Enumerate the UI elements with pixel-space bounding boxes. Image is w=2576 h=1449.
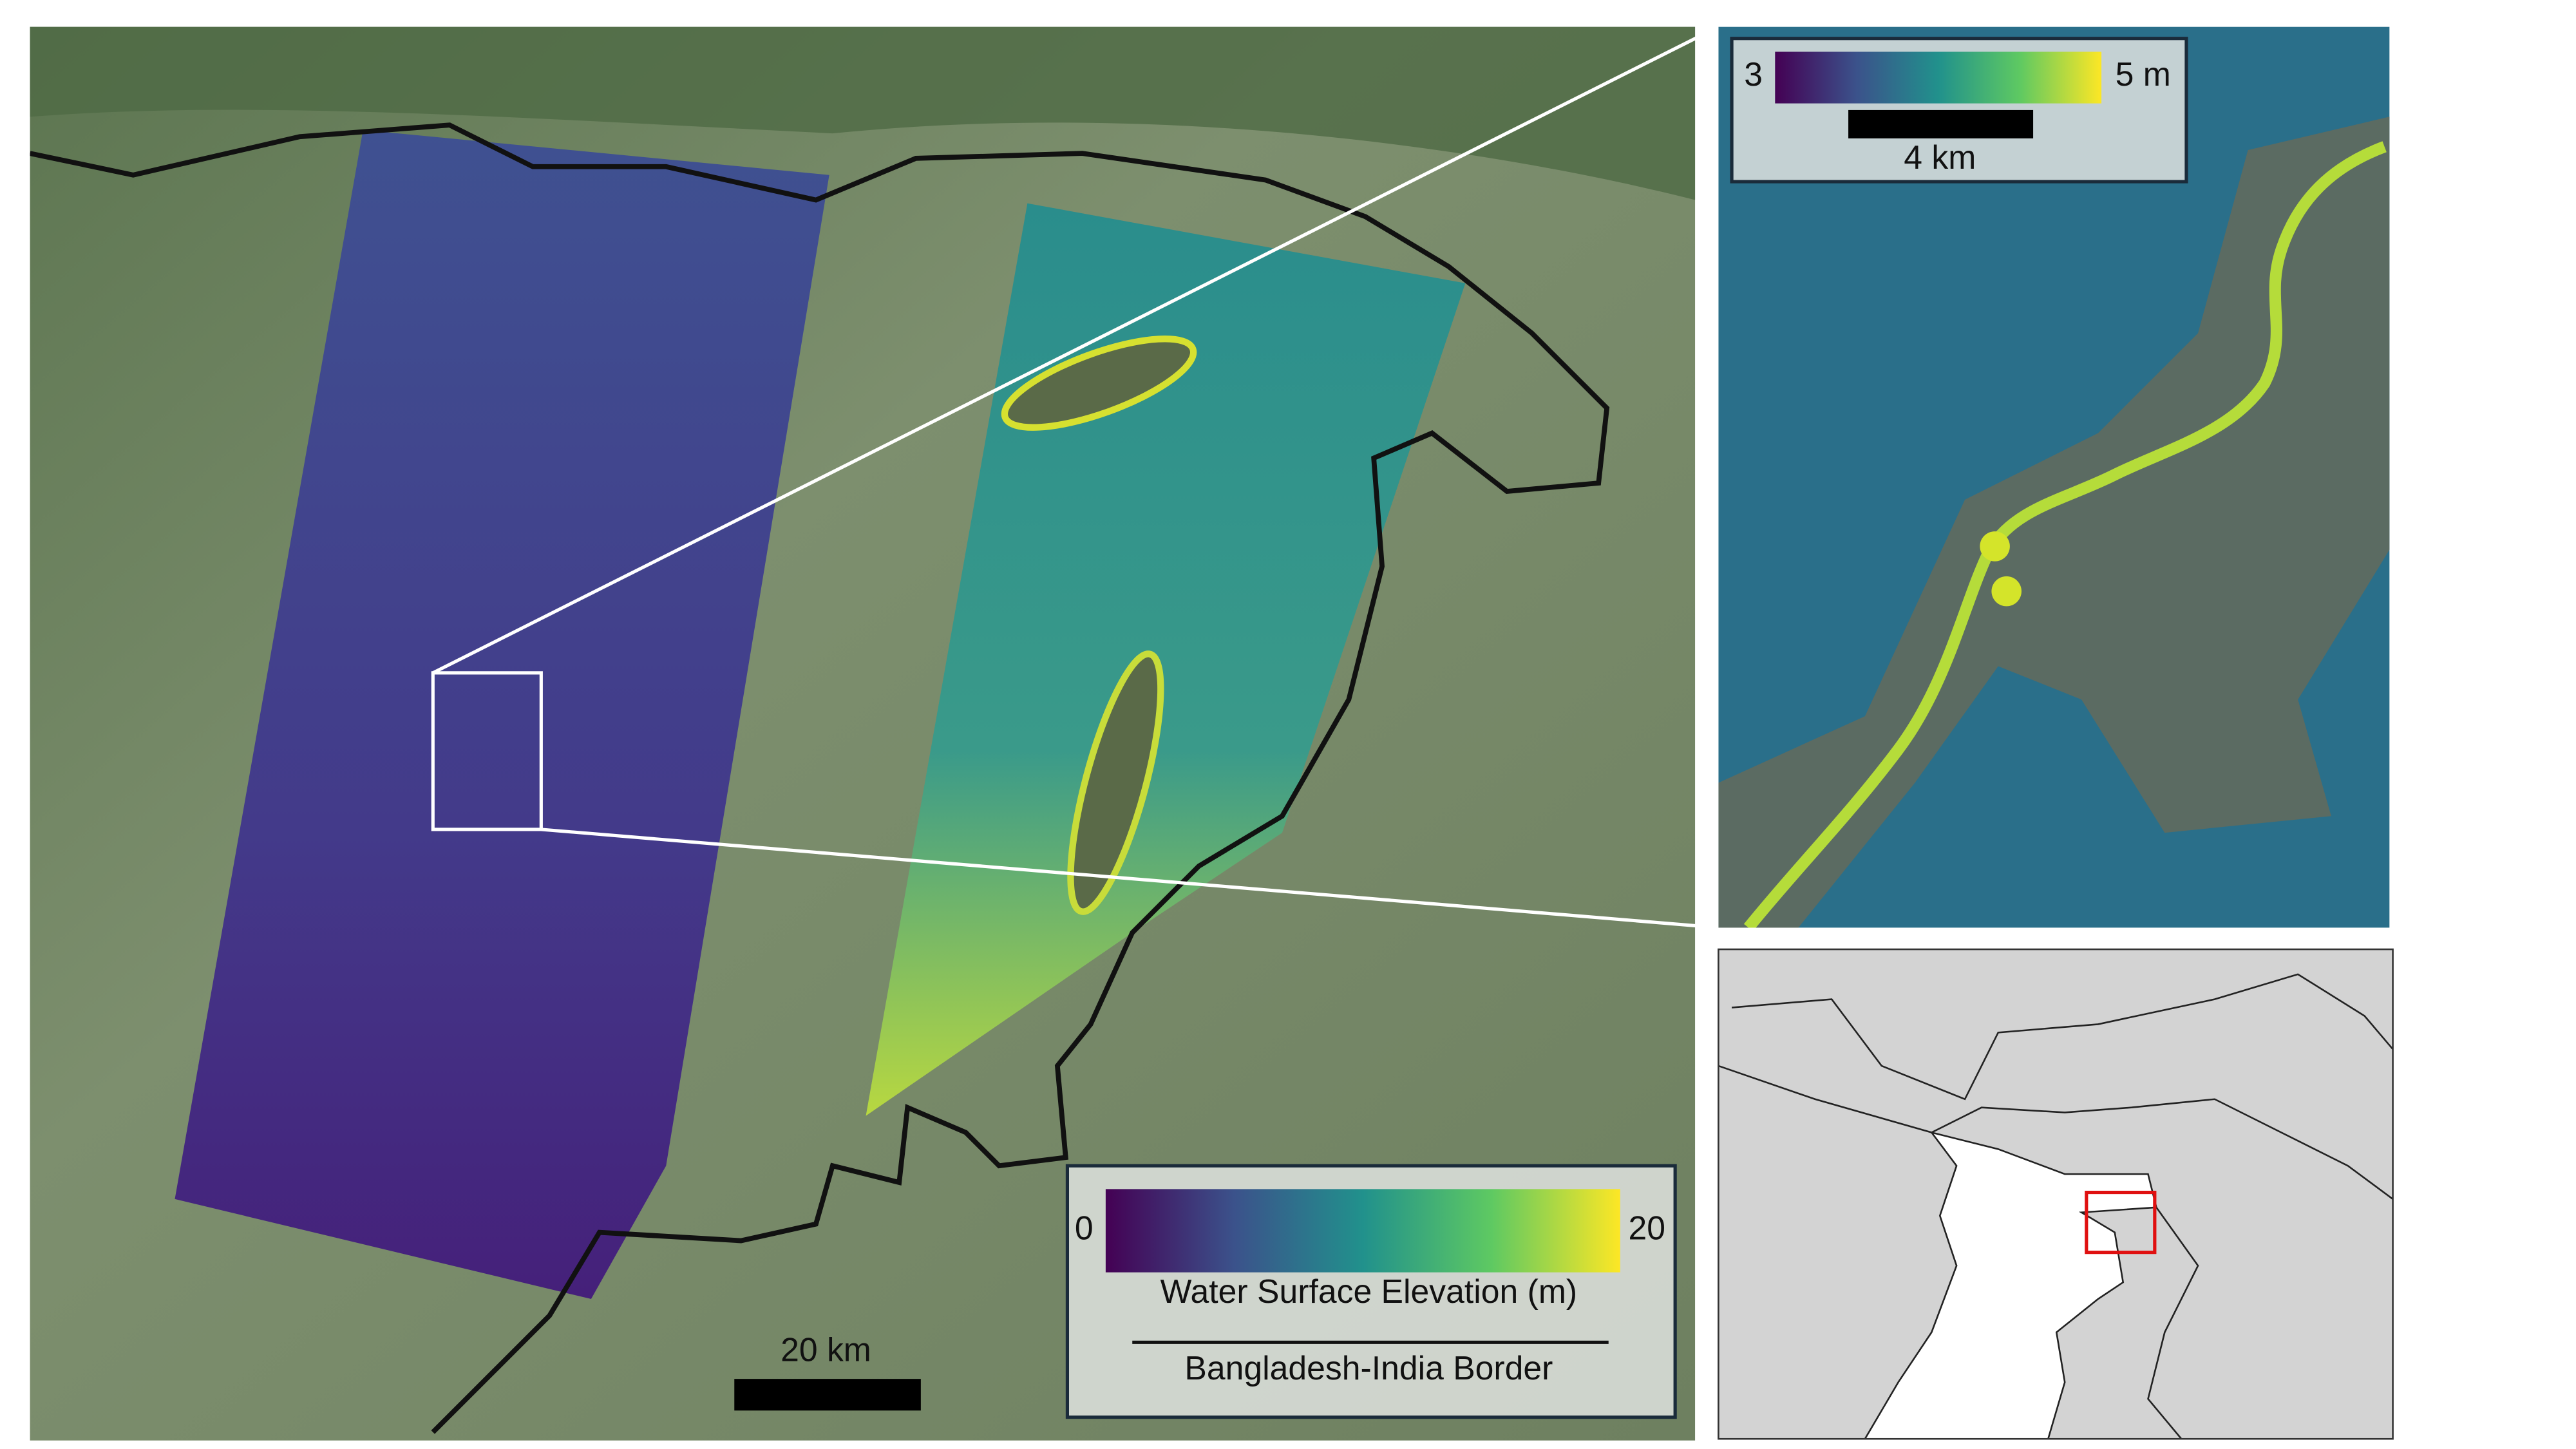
main-map: 20 km 0 20 Water Surface Elevation (m) B… bbox=[30, 26, 1696, 1441]
zoom-inset: 3 5 m 4 km bbox=[1718, 26, 2390, 928]
ridge bbox=[1001, 336, 1197, 431]
water-body bbox=[1980, 531, 2010, 562]
inset-colorbar-min: 3 bbox=[1744, 55, 1763, 93]
zoom-connector bbox=[432, 25, 1719, 675]
scale-bar bbox=[734, 1379, 921, 1411]
inset-colorbar-max: 5 m bbox=[2116, 55, 2171, 93]
colorbar-max: 20 bbox=[1628, 1209, 1665, 1247]
study-area-box bbox=[2085, 1190, 2157, 1255]
country-border bbox=[1718, 1065, 2393, 1200]
ridge bbox=[1067, 650, 1164, 915]
colorbar bbox=[1105, 1189, 1620, 1273]
land-patch bbox=[1718, 117, 2390, 928]
country-border bbox=[2147, 1207, 2199, 1439]
locator-frame bbox=[1718, 948, 2394, 1440]
water-body bbox=[1991, 576, 2022, 607]
zoom-connector bbox=[541, 828, 1719, 930]
border-label: Bangladesh-India Border bbox=[1184, 1349, 1553, 1387]
colorbar-title: Water Surface Elevation (m) bbox=[1160, 1273, 1577, 1310]
swath-east bbox=[866, 203, 1466, 1116]
border-line bbox=[30, 122, 1610, 1434]
colorbar-min: 0 bbox=[1075, 1209, 1094, 1247]
inset-scale-label: 4 km bbox=[1904, 138, 1976, 176]
inset-scale-bar bbox=[1848, 109, 2034, 138]
locator-inset bbox=[1718, 949, 2393, 1439]
bangladesh bbox=[1864, 1131, 2158, 1439]
hills bbox=[30, 26, 1696, 200]
scale-label: 20 km bbox=[781, 1331, 871, 1368]
country-border bbox=[1731, 973, 2393, 1101]
swath-west bbox=[175, 129, 829, 1300]
inset-colorbar bbox=[1775, 52, 2102, 104]
river bbox=[1743, 141, 2387, 928]
zoom-box bbox=[431, 671, 543, 831]
